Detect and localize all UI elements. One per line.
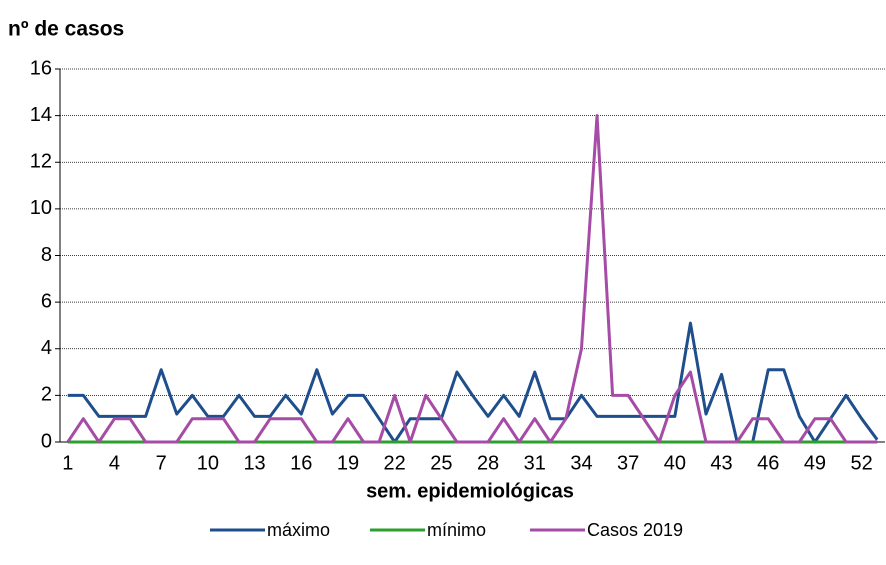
x-tick-label: 34 — [570, 452, 592, 474]
x-tick-label: 16 — [290, 452, 312, 474]
legend-label: mínimo — [427, 520, 486, 540]
x-tick-label: 49 — [804, 452, 826, 474]
y-tick-label: 14 — [30, 104, 52, 126]
x-tick-label: 7 — [156, 452, 167, 474]
legend-label: Casos 2019 — [587, 520, 683, 540]
x-tick-label: 25 — [430, 452, 452, 474]
y-axis-label: nº de casos — [8, 18, 124, 41]
x-tick-label: 46 — [757, 452, 779, 474]
x-tick-label: 4 — [109, 452, 120, 474]
y-tick-label: 16 — [30, 57, 52, 79]
x-axis-label: sem. epidemiológicas — [366, 480, 574, 502]
y-tick-label: 4 — [41, 337, 52, 359]
x-tick-label: 10 — [197, 452, 219, 474]
y-tick-label: 6 — [41, 290, 52, 312]
y-tick-label: 8 — [41, 244, 52, 266]
x-tick-label: 40 — [664, 452, 686, 474]
x-tick-label: 52 — [851, 452, 873, 474]
x-tick-label: 22 — [384, 452, 406, 474]
x-tick-label: 13 — [243, 452, 265, 474]
series-line — [66, 114, 878, 444]
x-tick-label: 1 — [62, 452, 73, 474]
y-tick-label: 10 — [30, 197, 52, 219]
x-tick-label: 31 — [524, 452, 546, 474]
x-tick-label: 37 — [617, 452, 639, 474]
legend-label: máximo — [267, 520, 330, 540]
x-tick-label: 43 — [710, 452, 732, 474]
y-tick-label: 12 — [30, 151, 52, 173]
x-tick-label: 28 — [477, 452, 499, 474]
x-tick-label: 19 — [337, 452, 359, 474]
y-tick-label: 2 — [41, 384, 52, 406]
y-tick-label: 0 — [41, 430, 52, 452]
